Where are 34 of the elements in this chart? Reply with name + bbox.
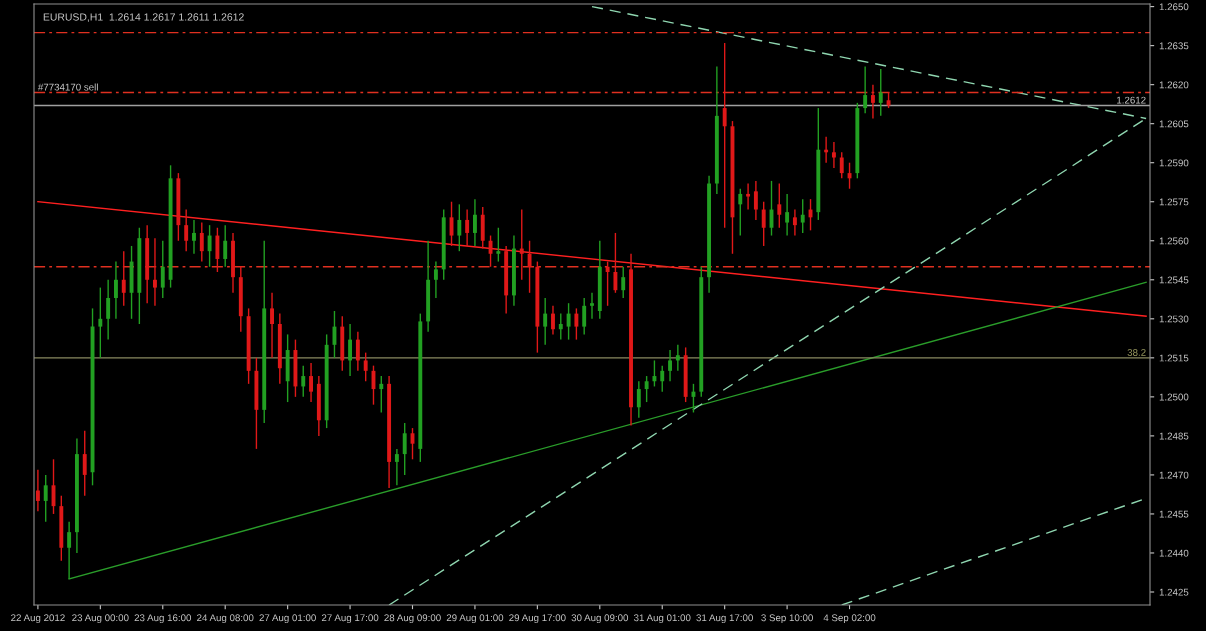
x-tick-label: 4 Sep 02:00 (823, 614, 876, 624)
x-tick-label: 27 Aug 17:00 (321, 614, 379, 624)
x-tick-label: 28 Aug 09:00 (384, 614, 441, 624)
x-tick-label: 29 Aug 01:00 (446, 614, 504, 624)
y-tick-label: 1.2590 (1159, 159, 1189, 167)
y-tick-label: 1.2545 (1159, 276, 1189, 284)
x-tick-label: 22 Aug 2012 (11, 614, 65, 624)
y-tick-label: 1.2650 (1159, 3, 1189, 11)
y-tick-label: 1.2605 (1159, 120, 1189, 128)
y-tick-label: 1.2485 (1159, 432, 1189, 440)
x-tick-label: 24 Aug 08:00 (197, 614, 254, 624)
y-tick-label: 1.2425 (1159, 588, 1189, 596)
x-tick-label: 31 Aug 01:00 (633, 614, 691, 624)
y-tick-label: 1.2470 (1159, 471, 1189, 479)
y-tick-label: 1.2455 (1159, 510, 1189, 518)
y-tick-label: 1.2500 (1159, 393, 1189, 401)
text: EURUSD,H1 1.2614 1.2617 1.2611 1.2612 (43, 13, 244, 22)
y-tick-label: 1.2515 (1159, 354, 1189, 362)
ref-line-label: 1.2612 (1117, 96, 1146, 104)
ref-line-label: #7734170 sell (37, 83, 98, 91)
x-tick-label: 23 Aug 00:00 (72, 614, 129, 624)
y-tick-label: 1.2560 (1159, 237, 1189, 245)
x-tick-label: 3 Sep 10:00 (761, 614, 813, 624)
annotation: 38.2 (1127, 349, 1146, 356)
y-tick-label: 1.2635 (1159, 42, 1189, 50)
x-tick-label: 31 Aug 17:00 (696, 614, 753, 624)
x-tick-label: 30 Aug 09:00 (571, 614, 629, 624)
x-tick-label: 23 Aug 16:00 (134, 614, 192, 624)
y-tick-label: 1.2620 (1159, 81, 1189, 89)
y-tick-label: 1.2440 (1159, 549, 1189, 557)
y-tick-label: 1.2530 (1159, 315, 1189, 323)
y-tick-label: 1.2575 (1159, 198, 1189, 206)
x-tick-label: 29 Aug 17:00 (509, 614, 566, 624)
x-tick-label: 27 Aug 01:00 (259, 614, 316, 624)
